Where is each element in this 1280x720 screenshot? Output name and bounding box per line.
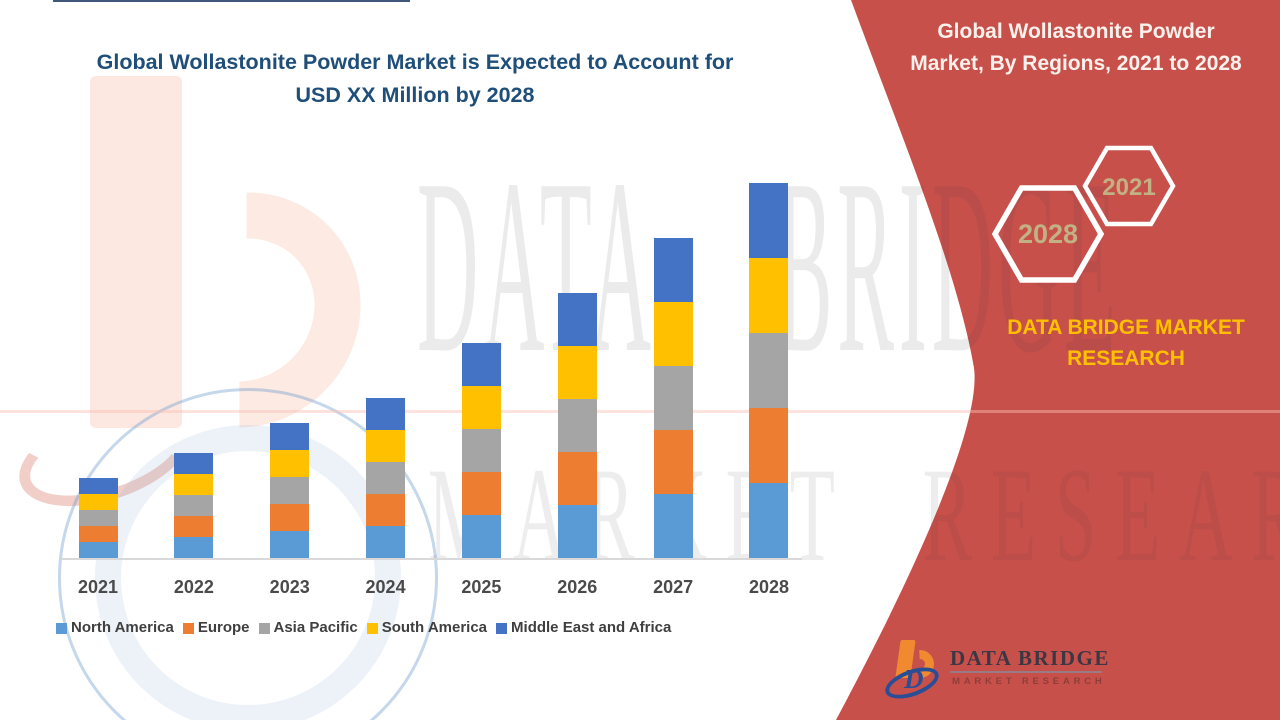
bar-segment-2027-asia-pacific (653, 366, 693, 430)
legend-label-middle-east-and-africa: Middle East and Africa (511, 619, 672, 636)
bar-segment-2022-asia-pacific (174, 495, 214, 516)
legend-item-europe: Europe (182, 619, 250, 636)
bar-segment-2024-europe (366, 494, 406, 526)
bar-segment-2021-middle-east-and-africa (78, 478, 118, 494)
bar-segment-2028-asia-pacific (749, 333, 789, 408)
bar-segment-2022-north-america (174, 537, 214, 558)
bar-segment-2025-middle-east-and-africa (461, 343, 501, 386)
bar-segment-2024-south-america (366, 430, 406, 462)
bar-segment-2028-europe (749, 408, 789, 483)
bar-segment-2026-middle-east-and-africa (557, 293, 597, 346)
x-axis-line (62, 558, 802, 560)
bar-segment-2024-asia-pacific (366, 462, 406, 494)
bar-segment-2028-north-america (749, 483, 789, 558)
x-axis-label-2027: 2027 (653, 577, 694, 597)
bar-segment-2026-south-america (557, 346, 597, 399)
bar-segment-2021-asia-pacific (78, 510, 118, 526)
bar-segment-2022-south-america (174, 474, 214, 495)
chart-title-line2: USD XX Million by 2028 (295, 83, 535, 107)
bar-segment-2025-north-america (461, 515, 501, 558)
bar-segment-2024-north-america (366, 526, 406, 558)
legend-swatch-south-america (366, 622, 378, 634)
bar-segment-2026-north-america (557, 505, 597, 558)
x-axis-label-2022: 2022 (173, 577, 214, 597)
faint-pink-divider (0, 410, 1280, 413)
bar-segment-2021-europe (78, 526, 118, 542)
legend-label-north-america: North America (71, 619, 174, 636)
legend-swatch-asia-pacific (258, 622, 270, 634)
top-hairline (53, 0, 410, 2)
bar-segment-2025-south-america (461, 386, 501, 429)
x-axis-label-2023: 2023 (269, 577, 310, 597)
bar-segment-2025-europe (461, 472, 501, 515)
bar-segment-2024-middle-east-and-africa (366, 398, 406, 430)
bar-segment-2025-asia-pacific (461, 429, 501, 472)
bar-segment-2027-south-america (653, 302, 693, 366)
bar-segment-2026-europe (557, 452, 597, 505)
legend-item-middle-east-and-africa: Middle East and Africa (496, 619, 671, 636)
x-axis-label-2025: 2025 (461, 577, 502, 597)
bar-segment-2021-south-america (78, 494, 118, 510)
bar-segment-2022-middle-east-and-africa (174, 453, 214, 474)
bar-segment-2027-europe (653, 430, 693, 494)
bar-segment-2026-asia-pacific (557, 399, 597, 452)
bar-segment-2023-north-america (270, 531, 310, 558)
chart-title-line1: Global Wollastonite Powder Market is Exp… (96, 50, 734, 74)
bar-segment-2027-north-america (653, 494, 693, 558)
watermark-circle-outer (58, 388, 438, 720)
chart-legend: North America Europe Asia Pacific South Ame… (56, 619, 671, 636)
bar-segment-2021-north-america (78, 542, 118, 558)
x-axis-label-2021: 2021 (77, 577, 119, 597)
bar-segment-2027-middle-east-and-africa (653, 238, 693, 302)
bar-segment-2023-south-america (270, 450, 310, 477)
bar-segment-2028-middle-east-and-africa (749, 183, 789, 258)
legend-item-south-america: South America (366, 619, 488, 636)
legend-label-south-america: South America (381, 619, 488, 636)
bar-segment-2023-middle-east-and-africa (270, 423, 310, 450)
x-axis-label-2024: 2024 (365, 577, 406, 597)
legend-item-asia-pacific: Asia Pacific (258, 619, 358, 636)
legend-item-north-america: North America (56, 619, 174, 636)
chart-title: Global Wollastonite Powder Market is Exp… (65, 46, 765, 112)
legend-label-europe: Europe (197, 619, 250, 636)
bar-segment-2023-asia-pacific (270, 477, 310, 504)
legend-swatch-north-america (56, 622, 67, 634)
bar-segment-2028-south-america (749, 258, 789, 333)
legend-swatch-middle-east-and-africa (496, 622, 508, 634)
legend-label-asia-pacific: Asia Pacific (273, 619, 358, 636)
bar-segment-2023-europe (270, 504, 310, 531)
bar-segment-2022-europe (174, 516, 214, 537)
x-axis-label-2026: 2026 (557, 577, 598, 597)
x-axis-label-2028: 2028 (748, 577, 790, 597)
watermark-logo-stem (90, 76, 182, 428)
legend-swatch-europe (182, 622, 194, 634)
